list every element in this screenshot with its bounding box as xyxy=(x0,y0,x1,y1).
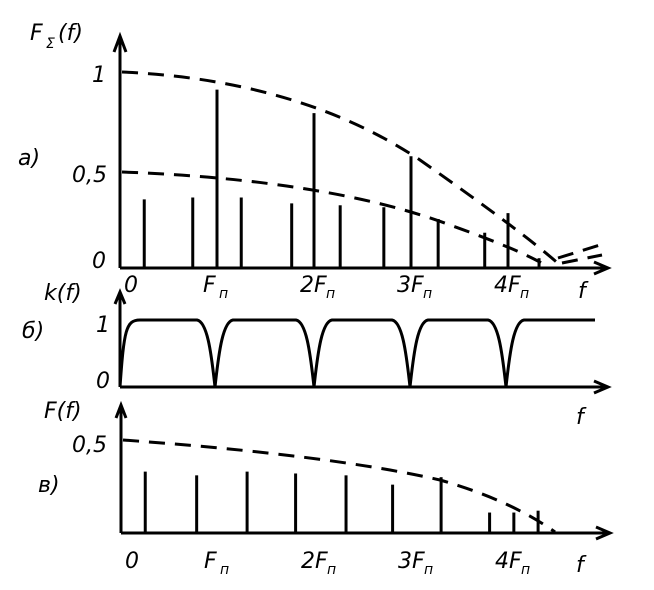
panel-c-spectral-lines xyxy=(143,471,540,533)
panel-b-x-axis xyxy=(120,379,612,395)
panel-a-envelope-tail xyxy=(557,243,603,265)
x-tick-label: F xyxy=(203,273,216,298)
x-tick-subscript: п xyxy=(424,562,433,578)
panel-a-x-label: f xyxy=(578,279,589,304)
panel-c-y-label: F(f) xyxy=(44,399,82,424)
x-tick-label: 4F xyxy=(495,549,522,574)
x-tick-label: 3F xyxy=(398,549,425,574)
panel-a-y-label-arg: (f) xyxy=(58,21,83,46)
panel-a-y-label-sub: Σ xyxy=(46,36,55,52)
panel-a-ytick-0.5: 0,5 xyxy=(72,163,107,188)
panel-a-ytick-1: 1 xyxy=(92,63,106,88)
panel-c-label: в) xyxy=(38,473,60,498)
x-tick-label: 3F xyxy=(397,273,424,298)
panel-a-y-label: F xyxy=(30,21,43,46)
panel-c-ytick-0.5: 0,5 xyxy=(72,433,107,458)
x-tick-subscript: п xyxy=(423,286,432,302)
x-tick-label: 2F xyxy=(300,273,327,298)
x-tick-subscript: п xyxy=(327,562,336,578)
x-tick-label: 0 xyxy=(125,549,139,574)
panel-b-label: б) xyxy=(22,319,44,344)
panel-c-y-axis xyxy=(114,400,128,533)
panel-b-x-label: f xyxy=(576,405,587,430)
x-tick-subscript: п xyxy=(220,562,229,578)
x-tick-label: 2F xyxy=(301,549,328,574)
panel-b-transfer-curve xyxy=(118,318,595,388)
x-tick-label: 4F xyxy=(494,273,521,298)
panel-c-x-label: f xyxy=(576,553,587,578)
x-tick-label: F xyxy=(204,549,217,574)
panel-a-envelope-upper xyxy=(121,70,561,267)
x-tick-subscript: п xyxy=(521,562,530,578)
panel-b-ytick-1: 1 xyxy=(96,313,110,338)
panel-b-ytick-0: 0 xyxy=(96,369,110,394)
x-tick-subscript: п xyxy=(520,286,529,302)
x-tick-subscript: п xyxy=(326,286,335,302)
x-tick-subscript: п xyxy=(219,286,228,302)
panel-a-y-axis xyxy=(112,31,128,268)
panel-c-x-axis xyxy=(121,525,614,541)
x-tick-label: 0 xyxy=(124,273,138,298)
panel-c-envelope xyxy=(122,438,556,534)
panel-a-x-axis xyxy=(120,260,612,276)
panel-a-envelope-lower xyxy=(121,170,546,267)
panel-a-spectral-lines xyxy=(142,89,541,268)
panel-b: k(f) б) 1 0 f xyxy=(22,281,612,430)
panel-a-ytick-0: 0 xyxy=(92,249,106,274)
panel-a-label: a) xyxy=(18,146,40,171)
panel-b-y-label: k(f) xyxy=(44,281,82,306)
